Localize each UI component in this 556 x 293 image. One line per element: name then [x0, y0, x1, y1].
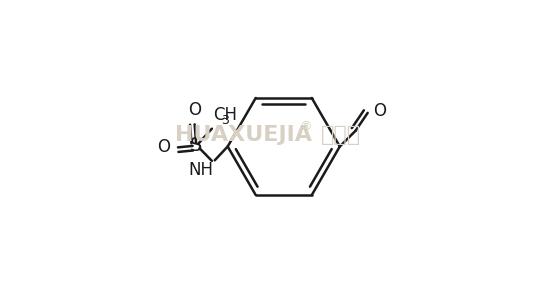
Text: HUAXUEJIA: HUAXUEJIA [175, 125, 312, 145]
Text: S: S [190, 137, 202, 155]
Text: 3: 3 [221, 114, 229, 127]
Text: 化学加: 化学加 [321, 125, 361, 145]
Text: O: O [157, 138, 170, 156]
Text: NH: NH [188, 161, 214, 179]
Text: ®: ® [299, 120, 311, 133]
Text: O: O [188, 100, 201, 119]
Text: CH: CH [214, 106, 237, 124]
Text: O: O [373, 103, 386, 120]
